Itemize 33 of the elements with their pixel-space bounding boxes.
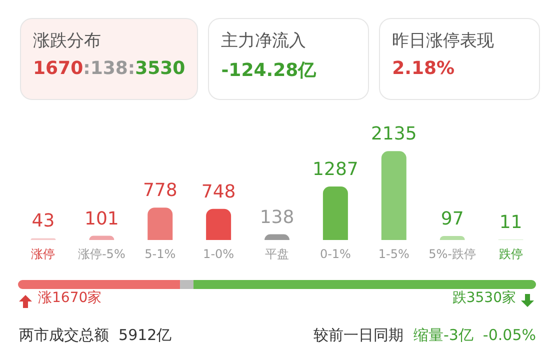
data-label: 跌3530家 xyxy=(452,290,516,306)
x-tick-label: 1-0% xyxy=(203,247,234,261)
text: 昨日涨停表现 xyxy=(392,30,496,52)
x-tick-label: 涨停-5% xyxy=(78,247,126,261)
data-label: 748 xyxy=(201,181,236,202)
data-label: 778 xyxy=(142,180,178,202)
text: 缩量-3亿 -0.05% xyxy=(413,326,536,344)
x-tick-label: 涨停 xyxy=(31,247,56,261)
bar xyxy=(148,208,173,240)
text: 主力净流入 xyxy=(221,30,308,52)
data-label: 1287 xyxy=(312,158,358,180)
data-label: 97 xyxy=(440,208,464,230)
data-label: 涨1670家 xyxy=(38,290,102,306)
text: 2.18% xyxy=(392,58,455,79)
x-tick-label: 0-1% xyxy=(320,247,351,261)
text: 较前一日同期 xyxy=(313,326,404,344)
bar xyxy=(381,151,406,240)
x-tick-label: 平盘 xyxy=(265,247,289,261)
text: 两市成交总额 5912亿 xyxy=(19,326,172,345)
data-label: 43 xyxy=(32,210,55,232)
x-tick-label: 5%-跌停 xyxy=(428,247,476,261)
data-label: 138 xyxy=(260,206,294,228)
text: -124.28亿 xyxy=(221,60,316,81)
bar xyxy=(322,186,348,240)
x-tick-label: 跌停 xyxy=(498,247,523,261)
bar xyxy=(206,208,232,240)
data-label: 101 xyxy=(84,208,119,230)
x-tick-label: 5-1% xyxy=(144,247,176,261)
text: 1670:138:3530 xyxy=(33,58,186,79)
data-label: 2135 xyxy=(370,124,417,145)
text: 涨跌分布 xyxy=(33,30,102,52)
x-tick-label: 1-5% xyxy=(378,247,410,261)
data-label: 11 xyxy=(499,212,522,234)
